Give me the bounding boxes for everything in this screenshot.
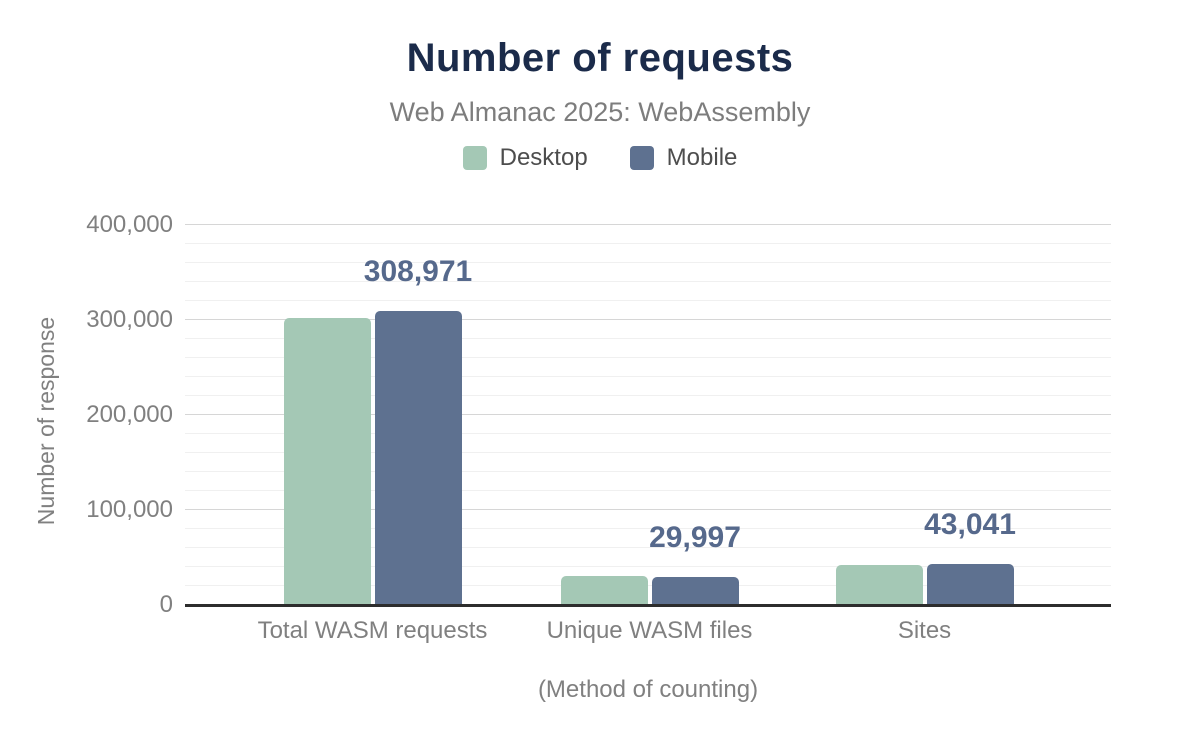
bar-desktop-total-wasm-requests[interactable]: [283, 318, 371, 605]
legend-label-mobile: Mobile: [666, 144, 738, 171]
x-axis-title: (Method of counting): [537, 676, 759, 703]
plot-area: 308,971 29,997 43,041: [185, 224, 1111, 607]
gridline-minor-240000: [185, 376, 1111, 377]
value-label-sites: 43,041: [924, 508, 1016, 542]
x-axis-line: [185, 604, 1111, 607]
gridline-minor-20000: [185, 585, 1111, 586]
legend: Desktop Mobile: [0, 144, 1200, 172]
gridline-minor-40000: [185, 566, 1111, 567]
gridline-minor-380000: [185, 243, 1111, 244]
bar-mobile-sites[interactable]: [926, 564, 1014, 605]
legend-item-desktop[interactable]: Desktop: [462, 144, 588, 172]
gridline-minor-360000: [185, 262, 1111, 263]
gridline-minor-180000: [185, 433, 1111, 434]
gridline-minor-340000: [185, 281, 1111, 282]
gridline-minor-260000: [185, 357, 1111, 358]
gridline-major-300000: [185, 319, 1111, 320]
desktop-swatch-icon: [462, 146, 487, 170]
gridline-major-100000: [185, 509, 1111, 510]
gridline-major-400000: [185, 224, 1111, 225]
y-tick-label-200000: 200,000: [86, 401, 173, 428]
chart-title: Number of requests: [406, 36, 794, 80]
bar-desktop-sites[interactable]: [835, 564, 923, 605]
y-tick-label-300000: 300,000: [86, 306, 173, 333]
gridline-minor-160000: [185, 452, 1111, 453]
gridline-minor-80000: [185, 528, 1111, 529]
mobile-swatch-icon: [629, 146, 654, 170]
bar-desktop-unique-wasm-files[interactable]: [560, 576, 648, 605]
x-axis-category-labels: Total WASM requests Unique WASM files Site…: [185, 617, 1111, 647]
y-tick-label-0: 0: [159, 591, 173, 618]
gridline-minor-140000: [185, 471, 1111, 472]
bar-mobile-total-wasm-requests[interactable]: [374, 311, 462, 605]
value-label-total-wasm-requests: 308,971: [363, 255, 473, 289]
y-axis-tick-labels: 0 100,000 200,000 300,000 400,000: [0, 212, 173, 618]
gridline-minor-320000: [185, 300, 1111, 301]
legend-item-mobile[interactable]: Mobile: [629, 144, 738, 172]
bar-mobile-unique-wasm-files[interactable]: [651, 576, 739, 605]
gridline-minor-60000: [185, 547, 1111, 548]
gridline-minor-280000: [185, 338, 1111, 339]
value-label-unique-wasm-files: 29,997: [649, 520, 741, 554]
x-category-label-total-wasm-requests: Total WASM requests: [257, 617, 488, 644]
gridline-minor-120000: [185, 490, 1111, 491]
x-category-label-sites: Sites: [897, 617, 952, 644]
chart-subtitle: Web Almanac 2025: WebAssembly: [389, 97, 811, 127]
gridline-minor-220000: [185, 395, 1111, 396]
y-tick-label-100000: 100,000: [86, 496, 173, 523]
legend-label-desktop: Desktop: [499, 144, 588, 171]
y-tick-label-400000: 400,000: [86, 211, 173, 238]
gridline-major-200000: [185, 414, 1111, 415]
x-category-label-unique-wasm-files: Unique WASM files: [546, 617, 753, 644]
